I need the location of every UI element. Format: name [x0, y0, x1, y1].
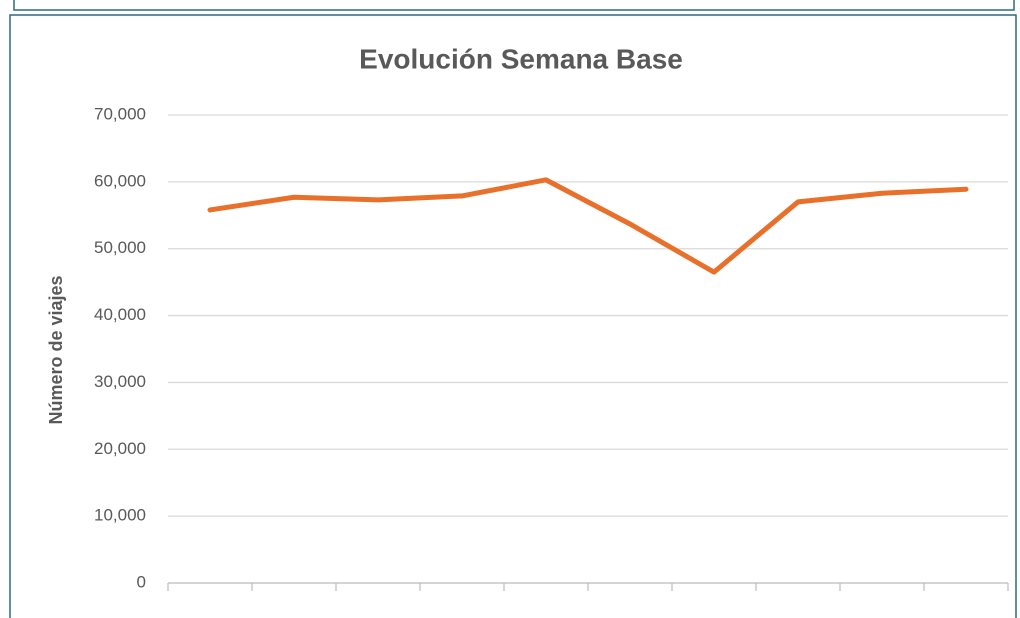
chart-title: Evolución Semana Base: [359, 43, 683, 74]
y-tick-label: 70,000: [94, 104, 146, 123]
y-axis-label: Número de viajes: [46, 275, 66, 424]
chart-frame: [9, 14, 1017, 618]
y-tick-label: 0: [137, 572, 146, 591]
y-tick-label: 50,000: [94, 238, 146, 257]
y-tick-label: 60,000: [94, 171, 146, 190]
top-frame: [13, 0, 1015, 11]
line-series: [207, 177, 969, 275]
y-tick-label: 10,000: [94, 506, 146, 525]
y-tick-label: 20,000: [94, 439, 146, 458]
y-tick-label: 30,000: [94, 372, 146, 391]
y-tick-label: 40,000: [94, 305, 146, 324]
